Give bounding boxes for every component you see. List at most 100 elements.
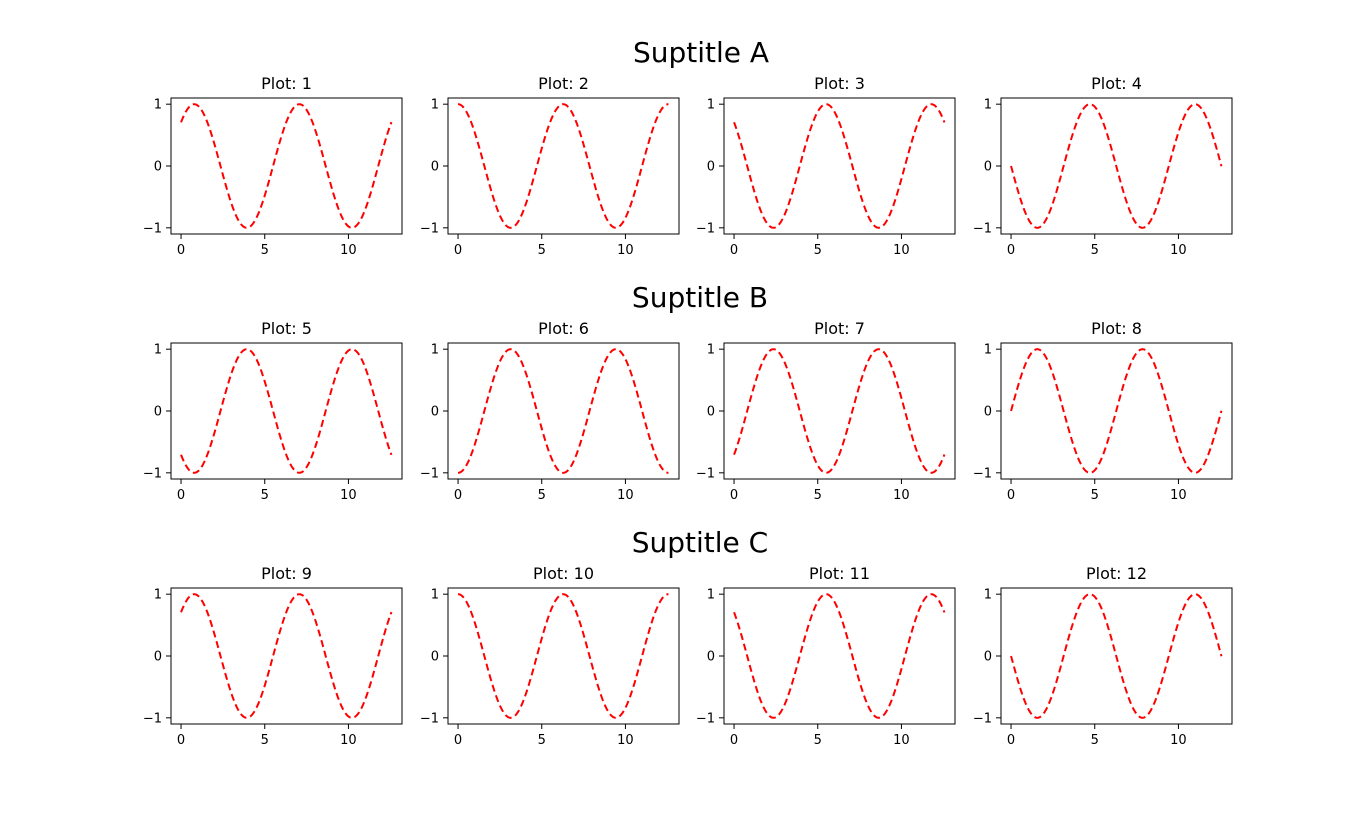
y-tick-label: 0: [707, 650, 715, 665]
series-line: [457, 348, 669, 474]
x-tick-label: 10: [1170, 733, 1187, 748]
subplot-8: Plot: 8 0 5 10 −1 0 1: [973, 319, 1233, 503]
x-tick-label: 0: [177, 243, 185, 258]
y-tick-label: −1: [143, 466, 162, 481]
y-tick-label: 1: [154, 98, 162, 113]
subplot-title: Plot: 12: [1086, 564, 1147, 583]
x-tick-label: 10: [340, 243, 357, 258]
subplot-12: Plot: 12 0 5 10 −1 0 1: [973, 564, 1233, 748]
subplot-11: Plot: 11 0 5 10 −1 0 1: [696, 564, 956, 748]
x-tick-label: 10: [340, 488, 357, 503]
x-tick-label: 10: [617, 733, 634, 748]
x-tick-label: 0: [454, 733, 462, 748]
x-tick-label: 0: [1007, 488, 1015, 503]
x-tick-label: 0: [730, 733, 738, 748]
y-tick-label: 1: [154, 588, 162, 603]
series-line: [457, 103, 669, 229]
y-tick-label: 1: [984, 98, 992, 113]
y-tick-label: −1: [420, 466, 439, 481]
y-tick-label: 0: [984, 650, 992, 665]
subplot-title: Plot: 10: [533, 564, 594, 583]
y-tick-label: 0: [984, 405, 992, 420]
subplot-6: Plot: 6 0 5 10 −1 0 1: [420, 319, 680, 503]
y-tick-label: 1: [431, 588, 439, 603]
y-tick-label: −1: [973, 466, 992, 481]
x-tick-label: 5: [538, 243, 546, 258]
y-tick-label: −1: [420, 711, 439, 726]
subplot-title: Plot: 7: [814, 319, 865, 338]
series-line: [733, 348, 946, 474]
y-tick-label: −1: [696, 711, 715, 726]
y-tick-label: 1: [431, 343, 439, 358]
x-tick-label: 10: [617, 243, 634, 258]
subplot-4: Plot: 4 0 5 10 −1 0 1: [973, 74, 1233, 258]
x-tick-label: 0: [730, 488, 738, 503]
x-tick-label: 5: [261, 243, 269, 258]
y-tick-label: 0: [431, 650, 439, 665]
y-tick-label: −1: [973, 221, 992, 236]
y-tick-label: 1: [984, 588, 992, 603]
x-tick-label: 10: [1170, 243, 1187, 258]
x-tick-label: 0: [454, 243, 462, 258]
y-tick-label: 0: [154, 405, 162, 420]
x-tick-label: 5: [261, 733, 269, 748]
y-tick-label: 0: [154, 160, 162, 175]
subplot-title: Plot: 1: [261, 74, 312, 93]
x-tick-label: 5: [814, 488, 822, 503]
x-tick-label: 0: [177, 488, 185, 503]
series-line: [1010, 103, 1223, 229]
suptitle-b: Suptitle B: [632, 281, 768, 314]
series-line: [1010, 593, 1223, 719]
series-line: [180, 593, 393, 719]
suptitle-c: Suptitle C: [632, 526, 769, 559]
subplot-title: Plot: 6: [538, 319, 589, 338]
x-tick-label: 10: [893, 733, 910, 748]
x-tick-label: 0: [730, 243, 738, 258]
series-line: [1010, 348, 1223, 474]
y-tick-label: 0: [431, 405, 439, 420]
subplot-title: Plot: 2: [538, 74, 589, 93]
series-line: [180, 103, 393, 229]
series-line: [733, 593, 946, 719]
x-tick-label: 0: [454, 488, 462, 503]
y-tick-label: 1: [707, 343, 715, 358]
series-line: [457, 593, 669, 719]
x-tick-label: 5: [1091, 488, 1099, 503]
subplot-5: Plot: 5 0 5 10 −1 0 1: [143, 319, 403, 503]
y-tick-label: −1: [143, 221, 162, 236]
y-tick-label: 0: [154, 650, 162, 665]
x-tick-label: 5: [1091, 733, 1099, 748]
y-tick-label: 1: [431, 98, 439, 113]
x-tick-label: 5: [814, 733, 822, 748]
x-tick-label: 10: [893, 243, 910, 258]
subplot-title: Plot: 11: [809, 564, 870, 583]
subplot-2: Plot: 2 0 5 10 −1 0 1: [420, 74, 680, 258]
y-tick-label: −1: [420, 221, 439, 236]
subplot-title: Plot: 4: [1091, 74, 1142, 93]
suptitle-a: Suptitle A: [633, 36, 769, 69]
series-line: [180, 348, 393, 474]
x-tick-label: 10: [1170, 488, 1187, 503]
y-tick-label: 1: [707, 588, 715, 603]
x-tick-label: 5: [1091, 243, 1099, 258]
subplot-title: Plot: 8: [1091, 319, 1142, 338]
x-tick-label: 5: [814, 243, 822, 258]
y-tick-label: −1: [973, 711, 992, 726]
x-tick-label: 0: [177, 733, 185, 748]
subplot-10: Plot: 10 0 5 10 −1 0 1: [420, 564, 680, 748]
x-tick-label: 10: [340, 733, 357, 748]
y-tick-label: 0: [707, 405, 715, 420]
y-tick-label: 0: [984, 160, 992, 175]
subplot-title: Plot: 3: [814, 74, 865, 93]
x-tick-label: 0: [1007, 733, 1015, 748]
x-tick-label: 5: [538, 733, 546, 748]
subplot-9: Plot: 9 0 5 10 −1 0 1: [143, 564, 403, 748]
y-tick-label: 1: [984, 343, 992, 358]
x-tick-label: 0: [1007, 243, 1015, 258]
x-tick-label: 10: [617, 488, 634, 503]
y-tick-label: 1: [707, 98, 715, 113]
y-tick-label: 1: [154, 343, 162, 358]
y-tick-label: −1: [143, 711, 162, 726]
